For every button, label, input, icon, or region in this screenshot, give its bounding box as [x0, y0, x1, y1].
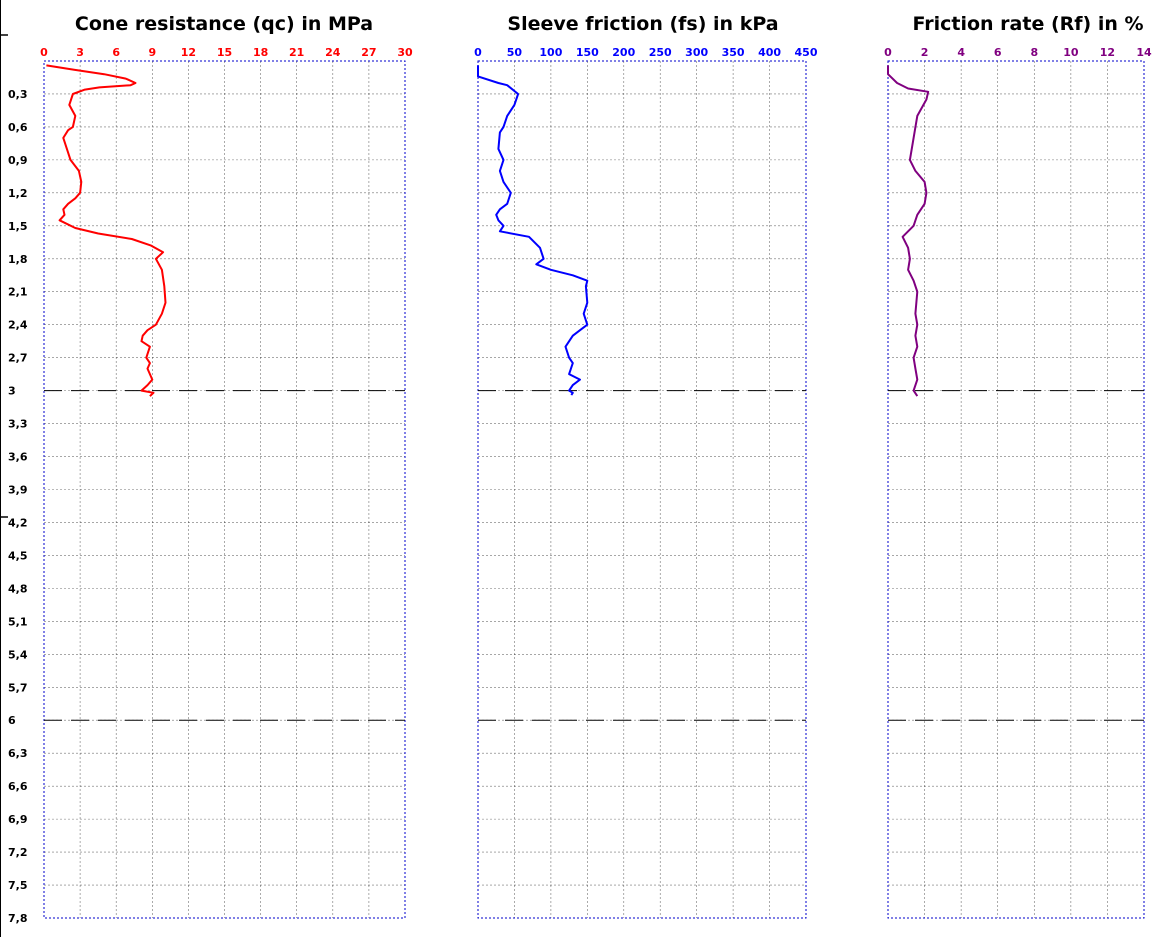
- depth-tick-label: 2,7: [8, 352, 28, 365]
- panel-qc: Cone resistance (qc) in MPa 0 3 6 9 12 15 18 21 2…: [40, 13, 413, 919]
- depth-tick-label: 7,5: [8, 879, 28, 892]
- x-tick-label: 300: [685, 46, 708, 59]
- x-tick-label: 12: [181, 46, 196, 59]
- depth-tick-label: 6,3: [8, 747, 28, 760]
- depth-tick-label: 0,6: [8, 121, 28, 134]
- depth-tick-label: 0,9: [8, 154, 28, 167]
- x-tick-label: 2: [921, 46, 929, 59]
- depth-tick-label: 1,5: [8, 220, 28, 233]
- depth-tick-label: 6,9: [8, 813, 28, 826]
- depth-tick-label: 3,3: [8, 418, 28, 431]
- x-tick-label: 18: [253, 46, 268, 59]
- x-tick-label: 12: [1100, 46, 1115, 59]
- x-tick-label: 450: [795, 46, 818, 59]
- depth-tick-label: 2,1: [8, 286, 28, 299]
- x-tick-label: 4: [957, 46, 965, 59]
- depth-tick-label: 4,8: [8, 582, 28, 595]
- x-tick-label: 9: [148, 46, 156, 59]
- series-line-qc: [46, 64, 167, 397]
- panel-rf: Friction rate (Rf) in % 0 2 4 6 8 10 12 14: [884, 13, 1152, 919]
- depth-tick-label: 3: [8, 385, 16, 398]
- x-tick-label: 100: [539, 46, 562, 59]
- depth-tick-label: 2,4: [8, 319, 28, 332]
- depth-tick-label: 7,8: [8, 912, 28, 925]
- x-tick-label: 150: [576, 46, 599, 59]
- depth-tick-label: 1,8: [8, 253, 28, 266]
- depth-tick-label: 5,7: [8, 681, 28, 694]
- x-tick-label: 350: [722, 46, 745, 59]
- x-tick-label: 6: [112, 46, 120, 59]
- x-tick-label: 0: [40, 46, 48, 59]
- depth-tick-label: 7,2: [8, 846, 28, 859]
- x-tick-label: 0: [474, 46, 482, 59]
- x-tick-label: 10: [1063, 46, 1079, 59]
- depth-tick-label: 4,2: [8, 516, 28, 529]
- x-tick-label: 21: [289, 46, 304, 59]
- depth-tick-label: 5,1: [8, 615, 28, 628]
- x-tick-label: 250: [649, 46, 672, 59]
- depth-tick-label: 3,9: [8, 484, 28, 497]
- x-tick-label: 8: [1030, 46, 1038, 59]
- x-tick-label: 27: [361, 46, 376, 59]
- x-tick-label: 400: [758, 46, 781, 59]
- x-tick-label: 0: [884, 46, 892, 59]
- depth-tick-label: 4,5: [8, 549, 28, 562]
- x-tick-label: 15: [217, 46, 232, 59]
- depth-tick-label: 3,6: [8, 451, 28, 464]
- panel-frame: [477, 60, 807, 919]
- series-line-rf: [887, 65, 930, 397]
- depth-tick-label: 6: [8, 714, 16, 727]
- panel-frame: [887, 60, 1145, 919]
- x-tick-label: 200: [612, 46, 635, 59]
- depth-axis: 0,3 0,6 0,9 1,2 1,5 1,8 2,1 2,4 2,7 3 3,3 3,6 3,9 4,2…: [0, 0, 28, 937]
- x-tick-label: 50: [507, 46, 523, 59]
- x-tick-label: 24: [325, 46, 341, 59]
- series-line-fs: [477, 65, 589, 396]
- depth-tick-label: 0,3: [8, 88, 28, 101]
- x-tick-label: 30: [397, 46, 413, 59]
- x-tick-label: 14: [1136, 46, 1152, 59]
- panel-frame: [43, 60, 406, 919]
- panel-title-qc: Cone resistance (qc) in MPa: [75, 13, 373, 35]
- panel-title-rf: Friction rate (Rf) in %: [912, 13, 1143, 35]
- x-tick-label: 6: [994, 46, 1002, 59]
- depth-tick-label: 5,4: [8, 648, 28, 661]
- x-tick-label: 3: [76, 46, 84, 59]
- panel-fs: Sleeve friction (fs) in kPa 0 50 100 150 200 2…: [474, 13, 818, 919]
- depth-tick-label: 6,6: [8, 780, 28, 793]
- depth-tick-label: 1,2: [8, 187, 28, 200]
- panel-title-fs: Sleeve friction (fs) in kPa: [507, 13, 778, 35]
